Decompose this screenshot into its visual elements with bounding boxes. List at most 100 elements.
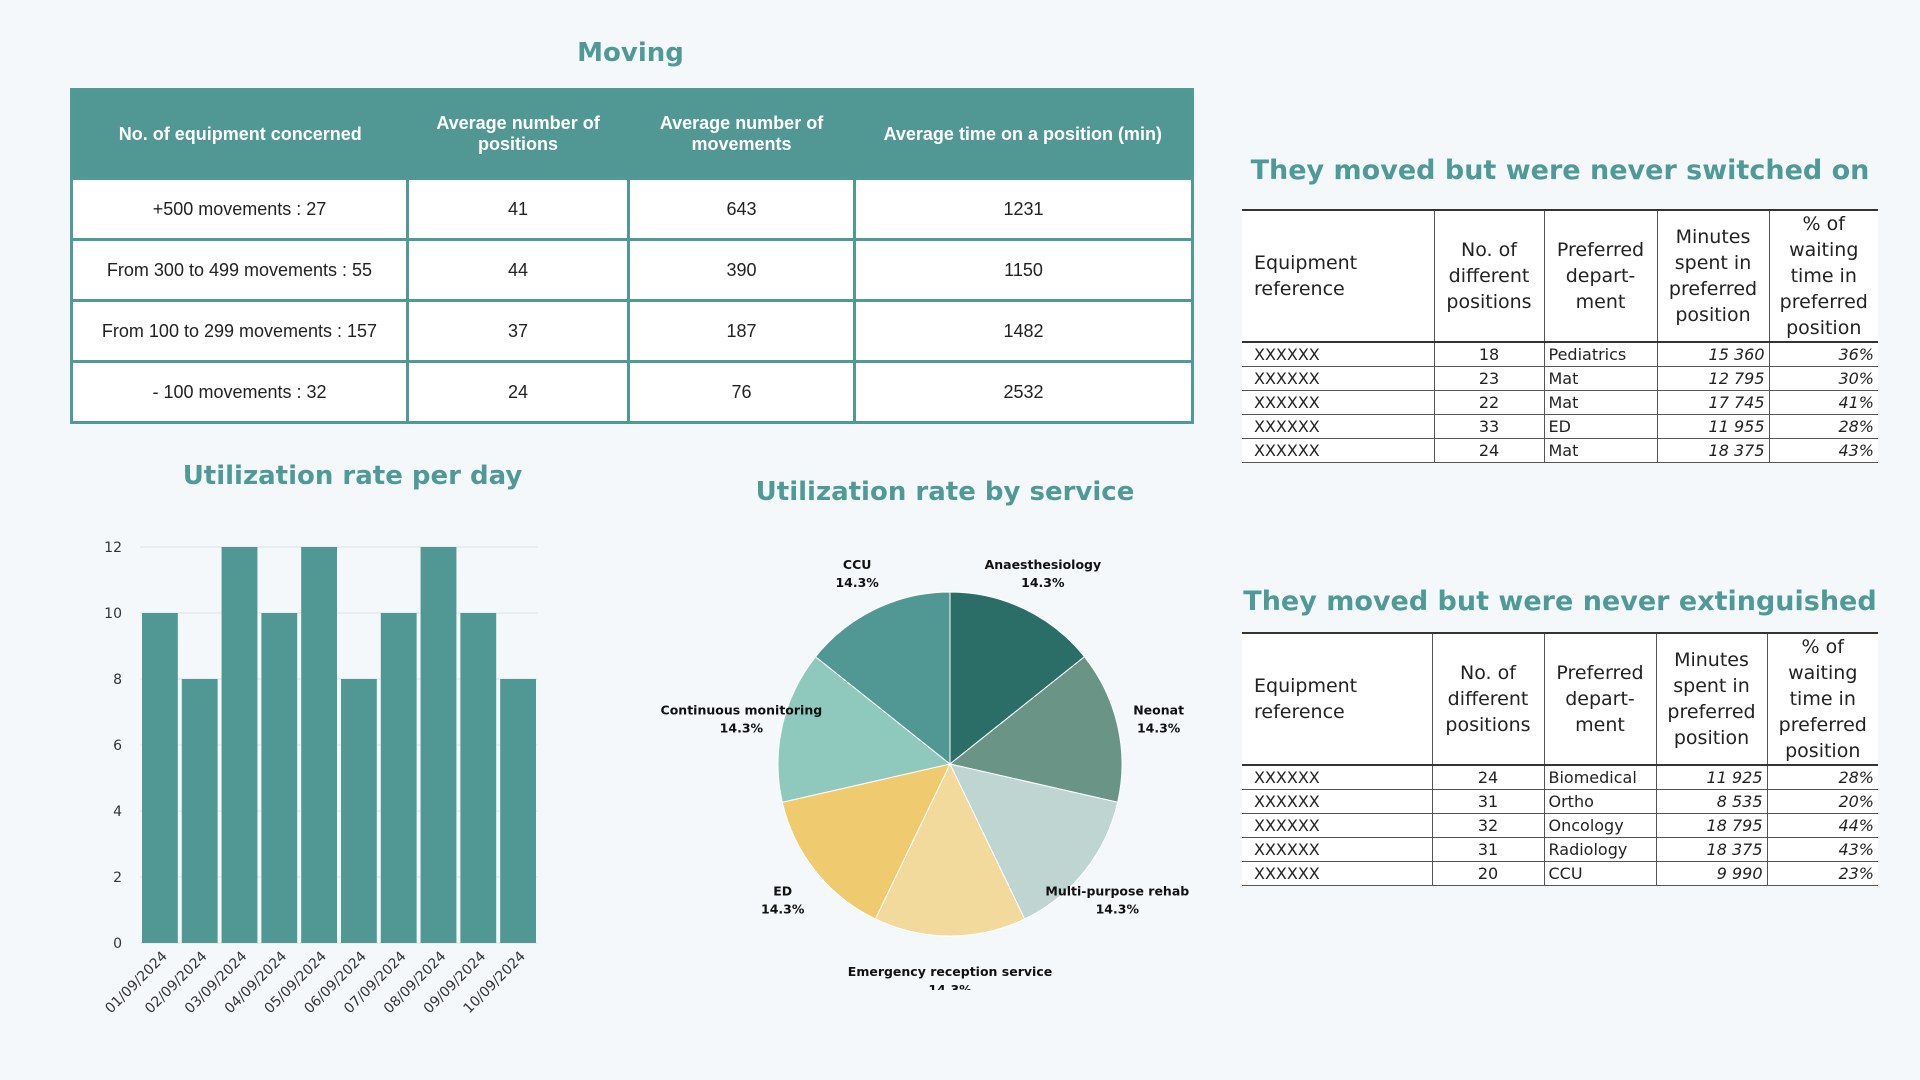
table-row: XXXXXX 18 Pediatrics 15 360 36% — [1242, 342, 1878, 367]
table-cell: 643 — [627, 177, 856, 241]
table-cell: XXXXXX — [1242, 438, 1435, 463]
table-cell: 23% — [1767, 861, 1878, 886]
pie-value-label: 14.3% — [1137, 720, 1181, 735]
y-tick-label: 12 — [104, 540, 122, 556]
table-cell: 11 925 — [1656, 765, 1768, 790]
table-cell: From 100 to 299 movements : 157 — [70, 299, 409, 363]
bar — [420, 547, 457, 943]
pie-value-label: 14.3% — [835, 575, 879, 590]
table-cell: Biomedical — [1544, 765, 1657, 790]
never-switched-on-title: They moved but were never switched on — [1250, 155, 1870, 186]
bar-chart: 02468101201/09/202402/09/202403/09/20240… — [102, 540, 538, 1017]
header-waiting-time: % of waiting time in preferred position — [1779, 213, 1868, 339]
table-row: XXXXXX 20 CCU 9 990 23% — [1242, 861, 1878, 886]
table-cell: 28% — [1769, 414, 1878, 439]
table-cell: 12 795 — [1657, 366, 1770, 391]
table-cell: 1150 — [853, 238, 1194, 302]
pie-label: Continuous monitoring — [661, 702, 823, 717]
table-cell: XXXXXX — [1242, 765, 1433, 790]
table-cell: 23 — [1434, 366, 1545, 391]
table-cell: 43% — [1767, 837, 1878, 862]
table-cell: 43% — [1769, 438, 1878, 463]
pie-value-label: 14.3% — [1021, 575, 1065, 590]
table-cell: 8 535 — [1656, 789, 1768, 814]
pie-slice — [781, 763, 951, 920]
table-cell: 20% — [1767, 789, 1878, 814]
y-tick-label: 6 — [113, 738, 122, 754]
header-preferred-department: Preferred depart-ment — [1544, 633, 1657, 765]
moving-header-movements: Average number of movements — [628, 89, 855, 179]
table-cell: 31 — [1432, 837, 1545, 862]
bar — [460, 613, 497, 943]
table-cell: 18 795 — [1656, 813, 1768, 838]
table-row: XXXXXX 22 Mat 17 745 41% — [1242, 390, 1878, 415]
table-cell: 32 — [1432, 813, 1545, 838]
pie-value-label: 14.3% — [1096, 901, 1140, 916]
table-cell: 20 — [1432, 861, 1545, 886]
table-cell: Mat — [1544, 366, 1658, 391]
table-cell: 76 — [627, 360, 856, 424]
bar — [380, 613, 417, 943]
table-cell: XXXXXX — [1242, 813, 1433, 838]
table-cell: From 300 to 499 movements : 55 — [70, 238, 409, 302]
table-row: XXXXXX 23 Mat 12 795 30% — [1242, 366, 1878, 391]
table-cell: ED — [1544, 414, 1658, 439]
table-cell: +500 movements : 27 — [70, 177, 409, 241]
pie-slice — [874, 762, 1026, 937]
pie-label: Anaesthesiology — [985, 557, 1102, 572]
table-cell: 31 — [1432, 789, 1545, 814]
table-cell: 9 990 — [1656, 861, 1768, 886]
table-cell: 37 — [406, 299, 630, 363]
table-cell: XXXXXX — [1242, 390, 1435, 415]
pie-label: Neonat — [1133, 702, 1184, 717]
y-tick-label: 8 — [113, 672, 122, 688]
never-switched-on-table: Equipment reference No. of different pos… — [1242, 209, 1878, 463]
table-cell: 11 955 — [1657, 414, 1770, 439]
pie-label: Emergency reception service — [848, 964, 1052, 979]
y-tick-label: 2 — [113, 870, 122, 886]
y-tick-label: 0 — [113, 936, 122, 952]
table-cell: 390 — [627, 238, 856, 302]
table-cell: 24 — [406, 360, 630, 424]
pie-slice — [777, 656, 952, 803]
pie-slice — [948, 656, 1123, 803]
pie-slice — [949, 763, 1119, 920]
table-header-row: Equipment reference No. of different pos… — [1242, 633, 1878, 765]
moving-header-equipment: No. of equipment concerned — [71, 89, 408, 179]
bar — [340, 679, 377, 943]
pie-value-label: 14.3% — [720, 720, 764, 735]
table-cell: 28% — [1767, 765, 1878, 790]
header-waiting-time: % of waiting time in preferred position — [1778, 636, 1867, 762]
pie-label: ED — [773, 883, 792, 898]
y-tick-label: 10 — [104, 606, 122, 622]
table-cell: 36% — [1769, 342, 1878, 367]
never-extinguished-title: They moved but were never extinguished — [1243, 586, 1877, 617]
table-cell: 1231 — [853, 177, 1194, 241]
bar — [221, 547, 258, 943]
table-cell: XXXXXX — [1242, 366, 1435, 391]
table-cell: 18 375 — [1657, 438, 1770, 463]
moving-table: No. of equipment concerned Average numbe… — [70, 88, 1194, 424]
table-cell: 187 — [627, 299, 856, 363]
header-preferred-department: Preferred depart-ment — [1544, 210, 1658, 342]
pie-label: CCU — [843, 557, 872, 572]
table-cell: 44 — [406, 238, 630, 302]
table-cell: 15 360 — [1657, 342, 1770, 367]
table-cell: 2532 — [853, 360, 1194, 424]
table-cell: Ortho — [1544, 789, 1657, 814]
table-row: From 100 to 299 movements : 157 37 187 1… — [70, 299, 1194, 363]
pie-slice — [814, 591, 951, 766]
bar — [141, 613, 178, 943]
table-row: XXXXXX 33 ED 11 955 28% — [1242, 414, 1878, 439]
table-row: From 300 to 499 movements : 55 44 390 11… — [70, 238, 1194, 302]
table-cell: Mat — [1544, 390, 1658, 415]
table-cell: XXXXXX — [1242, 861, 1433, 886]
table-row: - 100 movements : 32 24 76 2532 — [70, 360, 1194, 424]
bar — [301, 547, 338, 943]
table-cell: - 100 movements : 32 — [70, 360, 409, 424]
table-cell: 33 — [1434, 414, 1545, 439]
table-cell: Radiology — [1544, 837, 1657, 862]
table-cell: 41 — [406, 177, 630, 241]
pie-label: Multi-purpose rehab — [1045, 883, 1189, 898]
table-row: XXXXXX 24 Mat 18 375 43% — [1242, 438, 1878, 463]
